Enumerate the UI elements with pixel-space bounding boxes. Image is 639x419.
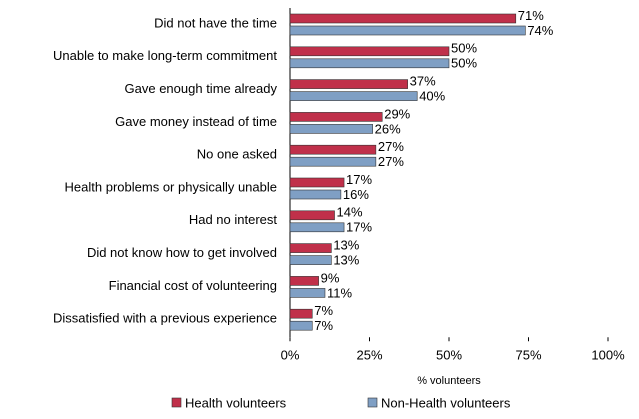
- bar: [289, 210, 335, 221]
- x-tick-label: 50%: [436, 348, 462, 363]
- value-label: 17%: [346, 220, 372, 235]
- value-label: 26%: [375, 121, 401, 136]
- bar: [289, 91, 418, 101]
- x-tick-label: 100%: [591, 348, 625, 363]
- bar: [289, 288, 326, 298]
- bar: [289, 222, 345, 233]
- bar: [289, 177, 345, 188]
- y-tick-label: Dissatisfied with a previous experience: [53, 311, 277, 326]
- value-label: 7%: [314, 303, 333, 318]
- bar: [289, 58, 450, 69]
- value-label: 40%: [419, 89, 445, 104]
- y-tick-label: Financial cost of volunteering: [109, 278, 277, 293]
- y-tick-label: Did not have the time: [154, 15, 277, 30]
- y-tick-label: Health problems or physically unable: [65, 179, 277, 194]
- value-label: 29%: [384, 106, 410, 121]
- bar: [289, 255, 332, 265]
- value-label: 14%: [337, 205, 363, 220]
- value-label: 7%: [314, 318, 333, 333]
- bar: [289, 320, 313, 331]
- x-tick-label: 0%: [281, 348, 300, 363]
- value-label: 37%: [410, 74, 436, 89]
- bar: [289, 156, 377, 167]
- value-label: 27%: [378, 154, 404, 169]
- bar: [289, 308, 313, 319]
- y-tick-label: Did not know how to get involved: [87, 245, 277, 260]
- value-label: 9%: [321, 270, 340, 285]
- value-label: 27%: [378, 139, 404, 154]
- bar: [289, 25, 526, 36]
- value-label: 13%: [333, 238, 359, 253]
- bar: [289, 243, 332, 253]
- value-label: 17%: [346, 172, 372, 187]
- x-axis-label: % volunteers: [417, 375, 481, 387]
- value-label: 16%: [343, 187, 369, 202]
- bar: [289, 13, 517, 24]
- bar: [289, 112, 383, 122]
- value-label: 11%: [327, 285, 352, 300]
- bar: [289, 46, 450, 57]
- bar: [289, 79, 408, 89]
- bar: [289, 124, 373, 134]
- legend-label: Health volunteers: [185, 395, 287, 410]
- x-tick-label: 75%: [515, 348, 541, 363]
- y-tick-label: No one asked: [197, 147, 277, 162]
- legend-swatch: [171, 397, 182, 408]
- legend-label: Non-Health volunteers: [381, 395, 511, 410]
- y-tick-label: Unable to make long-term commitment: [53, 48, 277, 63]
- value-label: 74%: [527, 23, 553, 38]
- y-tick-label: Gave money instead of time: [115, 114, 277, 129]
- x-tick-label: 25%: [356, 348, 382, 363]
- y-tick-label: Gave enough time already: [125, 81, 278, 96]
- value-label: 50%: [451, 56, 477, 71]
- bar: [289, 189, 342, 200]
- value-label: 50%: [451, 41, 477, 56]
- value-label: 71%: [518, 8, 544, 23]
- y-tick-label: Had no interest: [189, 212, 278, 227]
- bar: [289, 144, 377, 155]
- legend-swatch: [367, 397, 378, 408]
- value-label: 13%: [333, 253, 359, 268]
- bar: [289, 276, 319, 286]
